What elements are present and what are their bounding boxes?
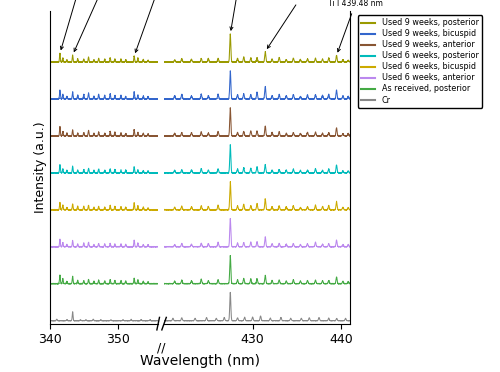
- Text: Cr I 427.48 nm: Cr I 427.48 nm: [228, 0, 284, 30]
- Text: //: //: [157, 341, 166, 354]
- Text: Ti I 439.48 nm: Ti I 439.48 nm: [328, 0, 382, 52]
- Text: Ni I 341.47 nm: Ni I 341.47 nm: [60, 0, 118, 49]
- Text: Wavelength (nm): Wavelength (nm): [140, 354, 260, 368]
- Y-axis label: Intensity (a.u.): Intensity (a.u.): [34, 122, 47, 213]
- Text: Ti I 431.43 nm: Ti I 431.43 nm: [268, 0, 330, 48]
- Text: Ni I 352.45 nm: Ni I 352.45 nm: [134, 0, 190, 52]
- Text: Cr I 343.35 nm: Cr I 343.35 nm: [74, 0, 136, 51]
- Legend: Used 9 weeks, posterior, Used 9 weeks, bicuspid, Used 9 weeks, anterior, Used 6 : Used 9 weeks, posterior, Used 9 weeks, b…: [358, 15, 482, 108]
